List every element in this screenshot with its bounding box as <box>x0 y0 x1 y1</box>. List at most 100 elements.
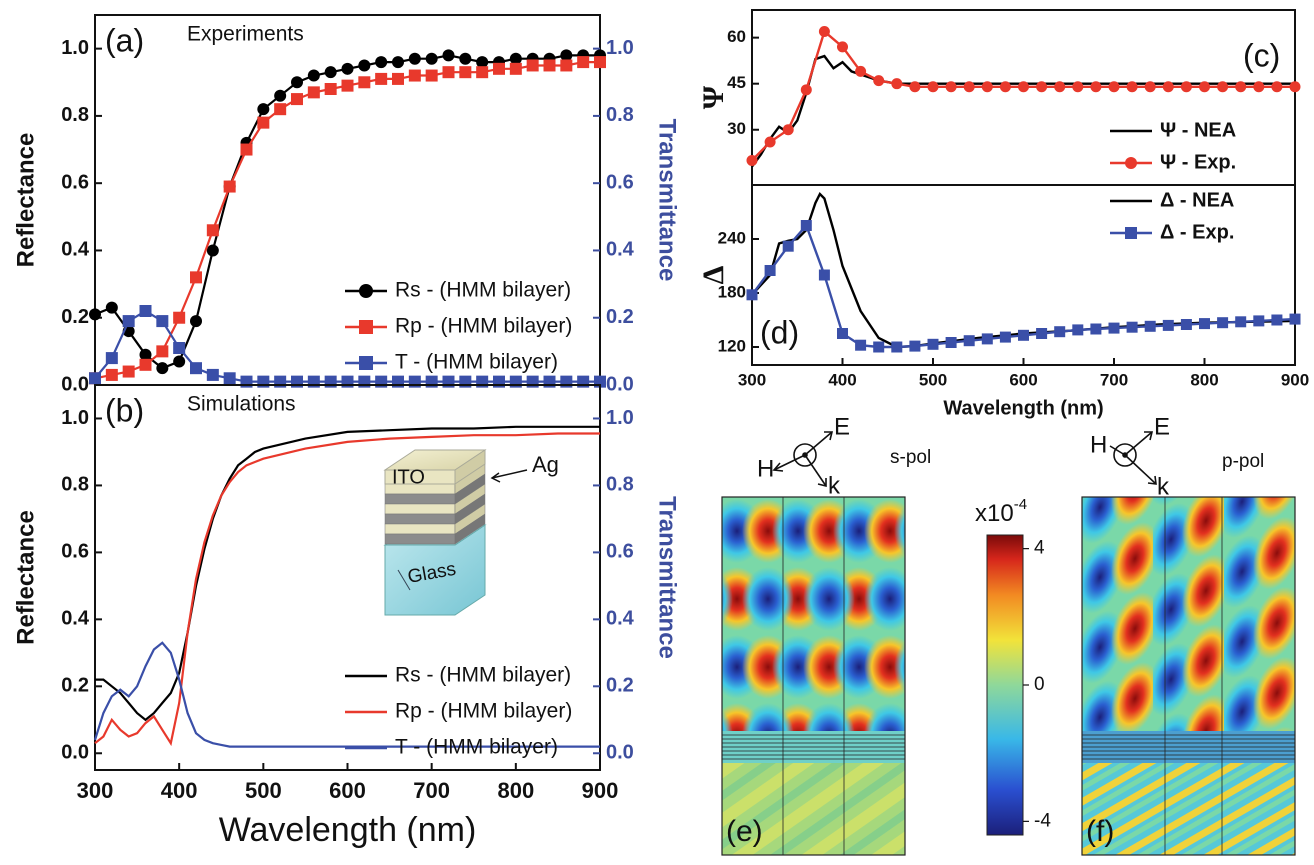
marker <box>173 342 186 354</box>
marker <box>909 81 921 93</box>
colorbar-tick-label: 0 <box>1034 674 1045 695</box>
marker <box>509 62 522 75</box>
marker <box>1253 315 1265 327</box>
y2-tick-label: 0.8 <box>606 104 634 126</box>
marker <box>782 240 794 252</box>
y-tick-label: 0.4 <box>61 239 90 261</box>
marker <box>1036 81 1048 93</box>
marker <box>1072 81 1084 93</box>
marker <box>1126 321 1138 333</box>
legend-label: Rs - (HMM bilayer) <box>395 279 571 302</box>
marker <box>1289 81 1301 93</box>
y-tick-label: 0.2 <box>61 675 89 697</box>
y2-tick-label: 0.6 <box>606 171 634 193</box>
x-tick-label: 900 <box>1281 370 1309 389</box>
y2-tick-label: 0.4 <box>606 239 635 261</box>
vector-label: H <box>757 455 774 482</box>
marker <box>873 75 885 87</box>
marker <box>1217 81 1229 93</box>
x-tick-label: 400 <box>828 370 856 389</box>
series-line <box>94 432 600 747</box>
marker <box>341 79 354 92</box>
stack-layer <box>384 513 456 525</box>
legend-label: Ψ - Exp. <box>1160 151 1236 173</box>
polarization-label: s-pol <box>890 447 931 468</box>
colorbar <box>986 534 1024 836</box>
marker <box>324 83 337 95</box>
x-tick-label: 800 <box>1190 370 1218 389</box>
marker <box>341 62 354 75</box>
colorbar-tick-label: -4 <box>1034 810 1051 831</box>
marker <box>909 340 921 352</box>
marker <box>891 341 903 353</box>
marker <box>746 289 758 301</box>
marker <box>89 308 101 321</box>
y-tick-label: 0.0 <box>61 742 89 764</box>
y-axis-label: Δ <box>697 265 730 284</box>
marker <box>156 315 169 328</box>
marker <box>139 358 152 371</box>
x-tick-label: 500 <box>919 370 947 389</box>
legend-label: Rp - (HMM bilayer) <box>395 315 572 338</box>
y-tick-label: 0.8 <box>61 104 89 126</box>
legend-label: Δ - Exp. <box>1160 221 1234 243</box>
panel-label: (a) <box>105 22 144 58</box>
y2-tick-label: 0.2 <box>606 306 634 328</box>
marker <box>818 25 830 37</box>
marker <box>307 86 320 99</box>
marker <box>945 81 957 93</box>
panel-label: (e) <box>726 815 763 848</box>
marker <box>359 356 373 370</box>
polarization-label: p-pol <box>1222 451 1264 472</box>
marker <box>963 81 975 93</box>
y2-axis-label: Transmittance <box>654 119 681 282</box>
marker <box>1108 81 1120 93</box>
y-axis-label: Reflectance <box>12 133 39 268</box>
x-tick-label: 800 <box>497 778 534 803</box>
x-tick-label: 600 <box>1009 370 1037 389</box>
marker <box>459 52 472 65</box>
marker <box>891 78 903 90</box>
marker <box>105 301 118 314</box>
y2-tick-label: 0.4 <box>606 608 635 630</box>
vector-label: H <box>1090 431 1107 458</box>
marker <box>764 265 776 276</box>
y-tick-label: 1.0 <box>61 37 89 59</box>
marker <box>257 103 270 116</box>
x-tick-label: 700 <box>413 778 450 803</box>
marker <box>173 355 186 368</box>
y2-tick-label: 1.0 <box>606 407 634 429</box>
marker <box>105 368 118 381</box>
x-tick-label: 600 <box>329 778 366 803</box>
marker <box>560 49 573 62</box>
marker <box>139 305 152 317</box>
marker <box>1125 227 1137 239</box>
marker <box>1217 317 1229 329</box>
x-tick-label: 300 <box>77 778 114 803</box>
stack-layer <box>384 523 456 535</box>
colorbar-base: x10 <box>975 500 1014 527</box>
x-axis-label: Wavelength (nm) <box>943 397 1103 419</box>
panel-label: (b) <box>105 392 144 428</box>
marker <box>122 315 135 328</box>
marker <box>782 124 794 136</box>
marker <box>291 93 303 106</box>
marker <box>1271 314 1283 326</box>
y-axis-label: Reflectance <box>12 510 39 645</box>
marker <box>206 368 219 381</box>
marker <box>1108 322 1120 334</box>
marker <box>274 103 287 116</box>
marker <box>837 41 848 53</box>
y-tick-label: 45 <box>727 73 746 92</box>
stack-layer <box>384 533 456 545</box>
marker <box>999 81 1011 93</box>
vector-label: E <box>834 413 850 440</box>
legend-label: Ψ - NEA <box>1160 119 1236 141</box>
marker <box>122 365 135 378</box>
marker <box>543 59 556 72</box>
panel-title: Experiments <box>187 23 304 46</box>
panel-title: Simulations <box>187 393 296 416</box>
y-tick-label: 0.6 <box>61 541 89 563</box>
panel-label: (f) <box>1086 815 1114 848</box>
marker <box>594 56 606 69</box>
